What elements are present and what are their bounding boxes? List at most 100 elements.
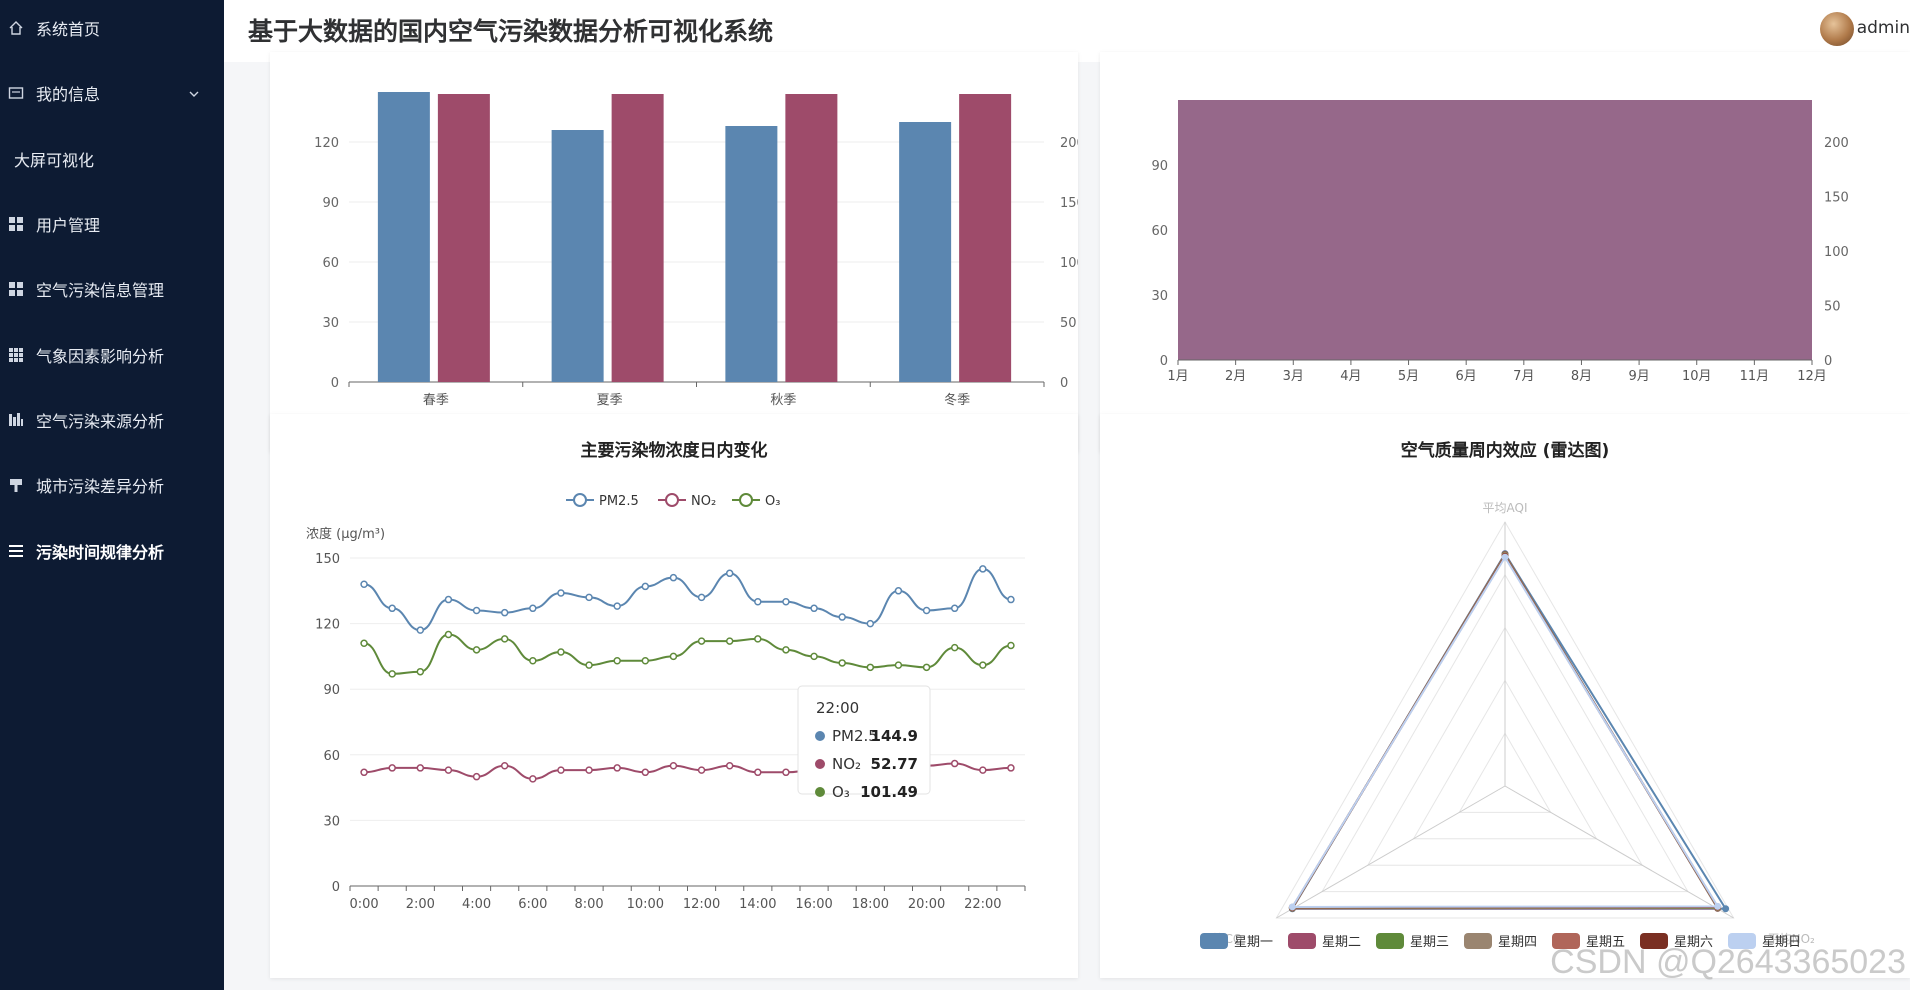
series-point	[894, 661, 903, 669]
x-tick-label: 12:00	[683, 897, 720, 912]
series-point	[782, 597, 790, 606]
sidebar-item-pollution-info[interactable]: 空气污染信息管理	[0, 269, 224, 309]
series-point	[810, 652, 818, 661]
sidebar-item-users[interactable]: 用户管理	[0, 204, 224, 244]
id-card-icon	[8, 85, 24, 101]
series-point	[1007, 764, 1015, 772]
legend-marker	[573, 493, 587, 507]
series-point	[950, 759, 959, 768]
grid-icon	[8, 216, 24, 232]
series-point	[613, 602, 621, 610]
x-tick-label: 8月	[1571, 369, 1592, 384]
y-tick-label: 150	[315, 552, 340, 567]
x-tick-label: 春季	[423, 393, 449, 408]
y-tick-label: 30	[323, 814, 340, 829]
legend-label: 星期三	[1410, 935, 1449, 950]
series-point	[472, 646, 481, 654]
legend-label: 星期日	[1762, 935, 1801, 950]
y2-tick-label: 200	[1824, 136, 1849, 151]
series-point	[810, 604, 818, 613]
series-point	[613, 764, 621, 772]
tooltip-box	[797, 685, 931, 795]
series-point	[388, 670, 396, 678]
sidebar-item-home[interactable]: 系统首页	[0, 8, 224, 48]
series-point	[641, 582, 650, 591]
series-point	[1007, 641, 1015, 650]
x-tick-label: 冬季	[944, 392, 970, 408]
legend-swatch	[1640, 933, 1668, 949]
area-fill	[1178, 100, 1812, 360]
series-point	[754, 635, 762, 643]
radar-axis	[1276, 785, 1506, 919]
x-tick-label: 4:00	[462, 897, 491, 912]
x-tick-label: 2月	[1225, 369, 1246, 384]
y-axis-label: 浓度 (μg/m³)	[306, 526, 385, 542]
radar-point	[1714, 902, 1722, 910]
series-line	[363, 633, 1012, 675]
sidebar-item-my-info[interactable]: 我的信息	[0, 73, 224, 113]
x-tick-label: 10:00	[627, 897, 664, 912]
y-tick-label: 60	[322, 256, 339, 271]
series-point	[697, 593, 706, 602]
series-point	[472, 606, 481, 615]
y2-tick-label: 150	[1824, 191, 1849, 206]
tooltip-dot	[815, 731, 825, 741]
radar-axis	[1504, 785, 1734, 919]
y2-tick-label: 50	[1060, 316, 1077, 331]
radar-indicator-label: 平均NO₂	[1768, 932, 1815, 946]
sidebar-item-time-pattern[interactable]: 污染时间规律分析	[0, 531, 224, 571]
weekly-radar-chart: 空气质量周内效应 (雷达图)平均AQI平均NO₂平均CO星期一星期二星期三星期四…	[1200, 440, 1815, 950]
radar-ring	[1366, 626, 1644, 866]
user-name[interactable]: admin	[1856, 18, 1910, 38]
tooltip-value: 144.9	[871, 727, 918, 745]
y2-tick-label: 0	[1824, 354, 1832, 369]
series-point	[529, 657, 537, 665]
series-point	[950, 643, 959, 652]
legend-swatch	[1464, 933, 1492, 949]
main-content: 0 30 60 90 120 0 50 100 150 200 春季 夏季 秋季 冬季 0 30 60 90 0 5…	[224, 52, 1910, 990]
sidebar-item-big-screen[interactable]: 大屏可视化	[0, 139, 224, 179]
series-point	[922, 606, 931, 615]
series-point	[669, 573, 678, 582]
series-point	[388, 604, 396, 613]
series-point	[979, 766, 987, 774]
radar-indicator-label: 平均AQI	[1483, 501, 1528, 515]
tooltip-dot	[815, 787, 825, 797]
series-point	[838, 659, 846, 667]
y-tick-label: 60	[1151, 224, 1168, 239]
y2-tick-label: 150	[1060, 196, 1078, 211]
sidebar-item-city[interactable]: 城市污染差异分析	[0, 465, 224, 505]
legend-marker	[665, 493, 679, 507]
x-tick-label: 4月	[1340, 369, 1361, 384]
x-tick-label: 9月	[1628, 369, 1649, 384]
sidebar-item-label: 空气污染来源分析	[36, 412, 165, 431]
series-point	[416, 626, 425, 634]
y2-tick-label: 50	[1824, 300, 1841, 315]
sidebar-item-weather[interactable]: 气象因素影响分析	[0, 335, 224, 375]
sidebar-item-source[interactable]: 空气污染来源分析	[0, 400, 224, 440]
y2-tick-label: 100	[1824, 245, 1849, 260]
series-point	[979, 661, 987, 669]
series-point	[669, 761, 678, 770]
chevron-down-icon	[188, 85, 200, 104]
sidebar-item-label: 用户管理	[36, 216, 101, 235]
avatar[interactable]	[1820, 12, 1854, 46]
y-tick-label: 60	[323, 749, 340, 764]
y2-tick-label: 200	[1060, 136, 1078, 151]
tooltip-time: 22:00	[816, 699, 859, 717]
series-point	[500, 635, 509, 643]
series-point	[838, 613, 846, 621]
y2-tick-label: 0	[1060, 376, 1068, 391]
series-point	[641, 768, 650, 777]
x-tick-label: 16:00	[795, 897, 832, 912]
series-point	[697, 637, 706, 645]
tooltip-series-name: O₃	[832, 783, 850, 801]
legend-swatch	[1552, 933, 1580, 949]
y-tick-label: 30	[1151, 289, 1168, 304]
tooltip-value: 101.49	[860, 783, 918, 801]
y-tick-label: 120	[315, 618, 340, 633]
y-tick-label: 90	[1151, 159, 1168, 174]
x-tick-label: 10月	[1682, 369, 1712, 384]
radar-ring	[1275, 520, 1735, 919]
sidebar-item-label: 大屏可视化	[14, 151, 95, 170]
